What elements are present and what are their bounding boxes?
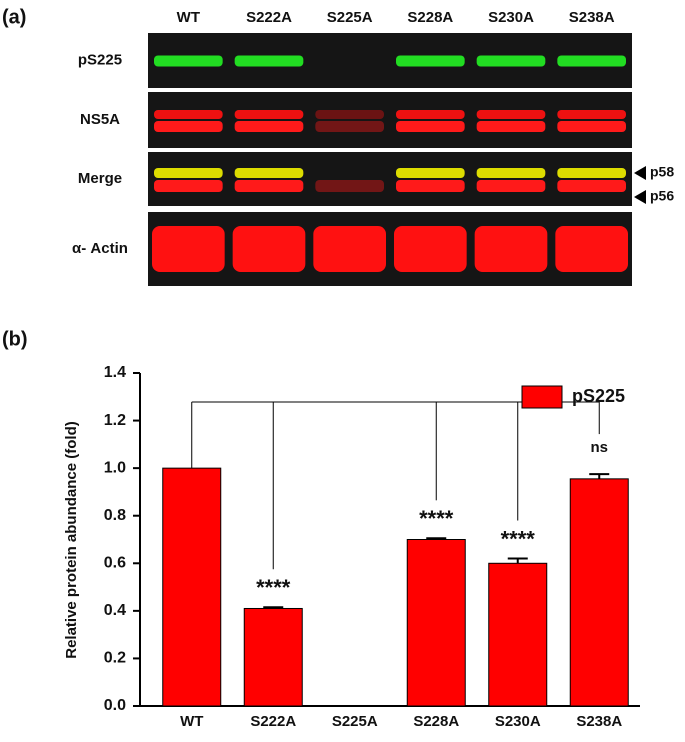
band xyxy=(557,55,626,67)
error-bar xyxy=(589,473,610,479)
lane-label: S228A xyxy=(407,9,453,26)
band xyxy=(154,168,223,178)
band xyxy=(555,226,628,272)
band xyxy=(396,168,465,178)
band xyxy=(234,110,304,119)
bar xyxy=(243,607,303,707)
y-tick-label: 0.4 xyxy=(104,602,126,619)
bar xyxy=(488,562,548,707)
significance-label: **** xyxy=(419,506,454,531)
y-tick-label: 0.6 xyxy=(104,555,126,572)
lane-label: S222A xyxy=(246,9,292,26)
panel-label: (b) xyxy=(2,328,28,350)
band xyxy=(476,168,546,178)
blot-row xyxy=(148,33,632,88)
marker-label: p56 xyxy=(650,188,674,204)
bar xyxy=(569,478,629,707)
row-label: pS225 xyxy=(78,51,122,68)
band xyxy=(476,55,546,67)
significance-label: **** xyxy=(501,526,536,551)
lane-label: WT xyxy=(177,9,200,26)
marker-arrow xyxy=(634,166,646,180)
y-tick-label: 1.4 xyxy=(104,364,126,381)
lane-label: S238A xyxy=(569,9,615,26)
row-label: α- Actin xyxy=(72,240,128,257)
x-tick-label: S230A xyxy=(495,713,541,730)
significance-label: ns xyxy=(590,439,608,456)
y-tick-label: 0.2 xyxy=(104,650,126,667)
band xyxy=(474,226,548,272)
band xyxy=(315,180,384,192)
band xyxy=(476,180,546,192)
y-tick-label: 1.2 xyxy=(104,412,126,429)
y-axis-label: Relative protein abundance (fold) xyxy=(63,421,80,659)
significance-label: **** xyxy=(256,575,291,600)
error-bar xyxy=(426,537,447,540)
row-label: Merge xyxy=(78,170,122,187)
band xyxy=(152,226,225,272)
band xyxy=(313,226,386,272)
band xyxy=(154,55,223,67)
row-label: NS5A xyxy=(80,111,120,128)
band xyxy=(315,110,384,119)
bar xyxy=(406,539,466,707)
x-tick-label: S238A xyxy=(576,713,622,730)
error-bar xyxy=(507,557,528,564)
band xyxy=(557,110,626,119)
blot-row xyxy=(148,92,632,148)
y-tick-label: 1.0 xyxy=(104,459,126,476)
band xyxy=(394,226,467,272)
band xyxy=(557,121,626,132)
blot-row xyxy=(148,152,632,206)
panel-label: (a) xyxy=(2,6,26,28)
marker-arrow xyxy=(634,190,646,204)
x-tick-label: WT xyxy=(180,713,203,730)
band xyxy=(557,180,626,192)
band xyxy=(396,110,465,119)
band xyxy=(396,55,465,67)
bar xyxy=(162,467,222,707)
marker-label: p58 xyxy=(650,164,674,180)
band xyxy=(476,110,546,119)
band xyxy=(234,180,304,192)
band xyxy=(234,168,304,178)
band xyxy=(232,226,306,272)
legend-swatch xyxy=(521,385,563,409)
blot-row xyxy=(148,212,632,286)
band xyxy=(234,121,304,132)
band xyxy=(234,55,304,67)
band xyxy=(315,121,384,132)
western-blot: WT S222A S225A S228A S230A S238A pS225 NS5A Merg… xyxy=(72,9,674,286)
y-tick-label: 0.8 xyxy=(104,507,126,524)
lane-label: S225A xyxy=(327,9,373,26)
band xyxy=(154,180,223,192)
error-bar xyxy=(263,606,284,609)
y-tick-label: 0.0 xyxy=(104,697,126,714)
x-tick-label: S222A xyxy=(250,713,296,730)
x-tick-label: S225A xyxy=(332,713,378,730)
band xyxy=(476,121,546,132)
band xyxy=(154,121,223,132)
band xyxy=(154,110,223,119)
band xyxy=(396,180,465,192)
band xyxy=(557,168,626,178)
legend-label: pS225 xyxy=(572,386,625,406)
x-tick-label: S228A xyxy=(413,713,459,730)
lane-label: S230A xyxy=(488,9,534,26)
band xyxy=(396,121,465,132)
